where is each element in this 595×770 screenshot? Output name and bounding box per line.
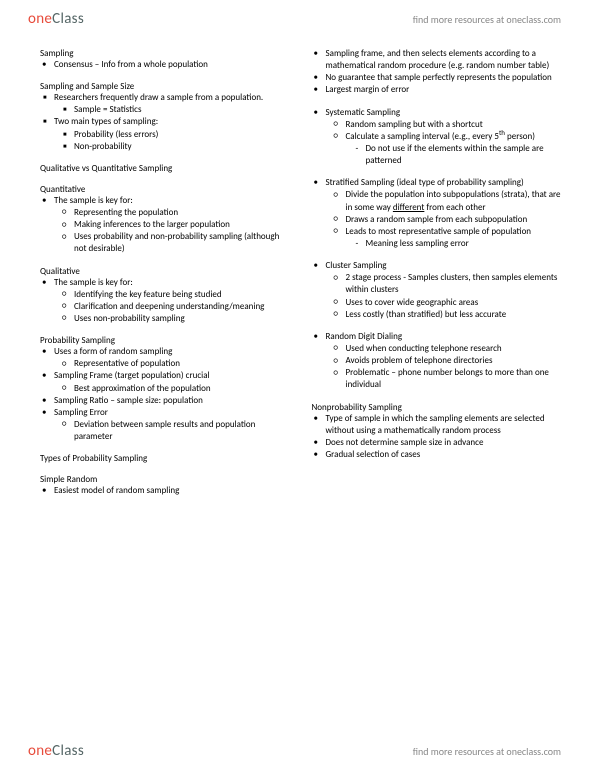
bullet: Does not determine sample size in advanc…: [312, 437, 566, 449]
heading-prob-sampling: Probability Sampling: [40, 335, 294, 346]
bullet: Less costly (than stratified) but less a…: [332, 309, 566, 321]
bullet: Do not use if the elements within the sa…: [352, 143, 566, 167]
bullet: Making inferences to the larger populati…: [60, 219, 294, 231]
text: The sample is key for:: [54, 195, 133, 206]
text: Leads to most representative sample of p…: [346, 226, 532, 237]
bullet: Two main types of sampling: Probability …: [40, 116, 294, 152]
bullet: Largest margin of error: [312, 84, 566, 96]
heading-qual-quant: Qualitative vs Quantitative Sampling: [40, 163, 294, 174]
page-header: oneClass find more resources at oneclass…: [0, 2, 595, 36]
bullet: Type of sample in which the sampling ele…: [312, 413, 566, 437]
brand-class: Class: [52, 10, 84, 28]
heading-stratified: Stratified Sampling (ideal type of proba…: [312, 177, 566, 250]
bullet: Draws a random sample from each subpopul…: [332, 214, 566, 226]
text: from each other: [424, 202, 485, 213]
heading-random-digit: Random Digit Dialing Used when conductin…: [312, 331, 566, 392]
bullet: Used when conducting telephone research: [332, 343, 566, 355]
heading-systematic: Systematic Sampling Random sampling but …: [312, 107, 566, 168]
bullet: Divide the population into subpopulation…: [332, 189, 566, 213]
text: Cluster Sampling: [326, 260, 387, 271]
bullet: Representative of population: [60, 358, 294, 370]
find-more-link-top[interactable]: find more resources at oneclass.com: [413, 13, 561, 26]
bullet: Sampling frame, and then selects element…: [312, 48, 566, 72]
text: Sampling Frame (target population) cruci…: [54, 370, 210, 381]
brand-logo: oneClass: [28, 10, 84, 28]
text: The sample is key for:: [54, 277, 133, 288]
bullet: No guarantee that sample perfectly repre…: [312, 72, 566, 84]
bullet: Avoids problem of telephone directories: [332, 355, 566, 367]
heading-simple-random: Simple Random: [40, 474, 294, 485]
text: Random Digit Dialing: [326, 331, 403, 342]
heading-quantitative: Quantitative: [40, 184, 294, 195]
bullet: Sampling Error Deviation between sample …: [40, 407, 294, 443]
right-column: Sampling frame, and then selects element…: [312, 48, 566, 722]
text: Uses a form of random sampling: [54, 346, 172, 357]
brand-class: Class: [52, 742, 84, 760]
heading-nonprob: Nonprobability Sampling: [312, 402, 566, 413]
bullet: Representing the population: [60, 207, 294, 219]
text: Two main types of sampling:: [54, 116, 158, 127]
bullet: Probability (less errors): [60, 129, 294, 141]
bullet: Researchers frequently draw a sample fro…: [40, 92, 294, 116]
text: Systematic Sampling: [326, 107, 401, 118]
bullet: Sample = Statistics: [60, 104, 294, 116]
bullet: Calculate a sampling interval (e.g., eve…: [332, 131, 566, 167]
bullet: Identifying the key feature being studie…: [60, 289, 294, 301]
brand-logo-footer: oneClass: [28, 742, 84, 760]
bullet: Consensus – Info from a whole population: [40, 59, 294, 71]
bullet: Deviation between sample results and pop…: [60, 419, 294, 443]
heading-types-prob: Types of Probability Sampling: [40, 453, 294, 464]
content: Sampling Consensus – Info from a whole p…: [0, 48, 595, 722]
heading-cluster: Cluster Sampling 2 stage process - Sampl…: [312, 260, 566, 321]
heading-sample-size: Sampling and Sample Size: [40, 81, 294, 92]
heading-sampling: Sampling: [40, 48, 294, 59]
underline: different: [393, 202, 424, 213]
bullet: Sampling Ratio – sample size: population: [40, 395, 294, 407]
bullet: Best approximation of the population: [60, 383, 294, 395]
bullet: Clarification and deepening understandin…: [60, 301, 294, 313]
bullet: The sample is key for: Representing the …: [40, 195, 294, 256]
text: Calculate a sampling interval (e.g., eve…: [346, 131, 499, 142]
text: person): [505, 131, 535, 142]
text: Researchers frequently draw a sample fro…: [54, 92, 263, 103]
bullet: Uses non-probability sampling: [60, 313, 294, 325]
brand-one: one: [28, 10, 52, 28]
bullet: The sample is key for: Identifying the k…: [40, 277, 294, 326]
bullet: Non-probability: [60, 141, 294, 153]
bullet: Meaning less sampling error: [352, 238, 566, 250]
bullet: Gradual selection of cases: [312, 449, 566, 461]
left-column: Sampling Consensus – Info from a whole p…: [40, 48, 294, 722]
bullet: 2 stage process - Samples clusters, then…: [332, 272, 566, 296]
bullet: Uses a form of random sampling Represent…: [40, 346, 294, 370]
bullet: Sampling Frame (target population) cruci…: [40, 370, 294, 394]
text: Sampling Error: [54, 407, 108, 418]
bullet: Problematic – phone number belongs to mo…: [332, 367, 566, 391]
find-more-link-bottom[interactable]: find more resources at oneclass.com: [413, 745, 561, 758]
bullet: Leads to most representative sample of p…: [332, 226, 566, 250]
bullet: Easiest model of random sampling: [40, 485, 294, 497]
heading-qualitative: Qualitative: [40, 266, 294, 277]
bullet: Random sampling but with a shortcut: [332, 119, 566, 131]
page-footer: oneClass find more resources at oneclass…: [0, 734, 595, 768]
bullet: Uses to cover wide geographic areas: [332, 297, 566, 309]
bullet: Uses probability and non-probability sam…: [60, 231, 294, 255]
text: Stratified Sampling (ideal type of proba…: [326, 177, 524, 188]
brand-one: one: [28, 742, 52, 760]
